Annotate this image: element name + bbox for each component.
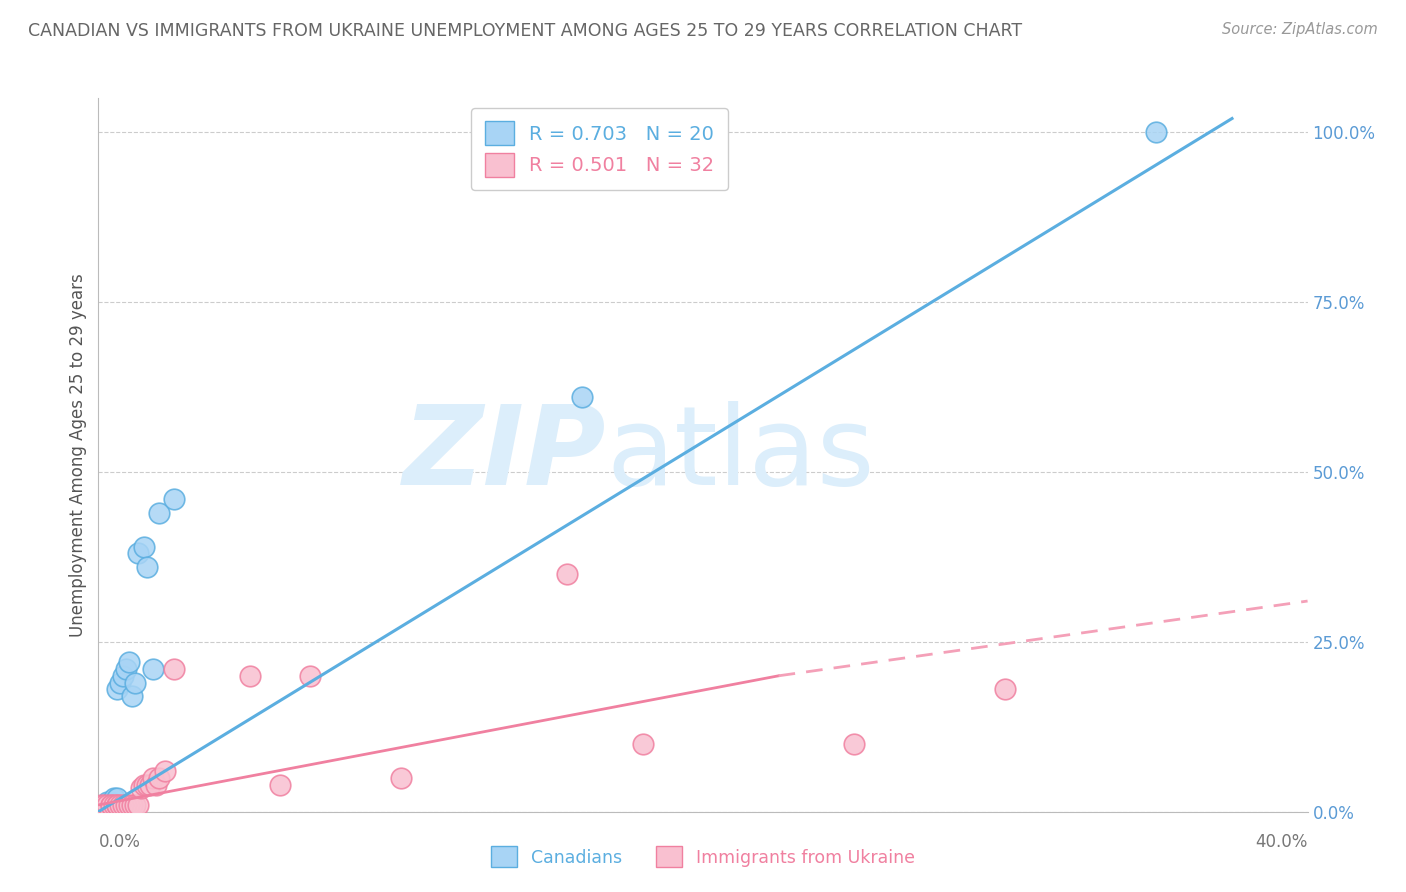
Point bbox=[631, 737, 654, 751]
Point bbox=[96, 797, 118, 812]
Point bbox=[389, 771, 412, 785]
Point bbox=[100, 797, 122, 812]
Point bbox=[105, 797, 128, 812]
Point bbox=[96, 795, 118, 809]
Point bbox=[93, 797, 115, 812]
Point bbox=[100, 797, 122, 812]
Point bbox=[114, 662, 136, 676]
Text: CANADIAN VS IMMIGRANTS FROM UKRAINE UNEMPLOYMENT AMONG AGES 25 TO 29 YEARS CORRE: CANADIAN VS IMMIGRANTS FROM UKRAINE UNEM… bbox=[28, 22, 1022, 40]
Point bbox=[844, 737, 866, 751]
Point bbox=[132, 778, 155, 792]
Point bbox=[135, 778, 157, 792]
Point bbox=[111, 669, 134, 683]
Point bbox=[145, 778, 167, 792]
Point bbox=[124, 797, 146, 812]
Text: 40.0%: 40.0% bbox=[1256, 833, 1308, 851]
Point bbox=[121, 689, 143, 703]
Point bbox=[93, 797, 115, 812]
Point bbox=[142, 662, 165, 676]
Point bbox=[105, 797, 128, 812]
Point bbox=[111, 797, 134, 812]
Legend: Canadians, Immigrants from Ukraine: Canadians, Immigrants from Ukraine bbox=[484, 839, 922, 874]
Text: 0.0%: 0.0% bbox=[98, 833, 141, 851]
Text: atlas: atlas bbox=[606, 401, 875, 508]
Point bbox=[142, 771, 165, 785]
Point bbox=[108, 797, 131, 812]
Point bbox=[121, 797, 143, 812]
Point bbox=[132, 540, 155, 554]
Point bbox=[148, 506, 170, 520]
Point bbox=[994, 682, 1017, 697]
Point bbox=[114, 797, 136, 812]
Point bbox=[1144, 125, 1167, 139]
Point bbox=[555, 566, 578, 581]
Point bbox=[139, 778, 162, 792]
Point bbox=[124, 675, 146, 690]
Point bbox=[153, 764, 176, 778]
Point bbox=[118, 797, 141, 812]
Point bbox=[299, 669, 322, 683]
Point bbox=[129, 780, 152, 795]
Point bbox=[127, 546, 149, 560]
Point bbox=[127, 797, 149, 812]
Text: Source: ZipAtlas.com: Source: ZipAtlas.com bbox=[1222, 22, 1378, 37]
Point bbox=[105, 791, 128, 805]
Point bbox=[103, 791, 125, 805]
Y-axis label: Unemployment Among Ages 25 to 29 years: Unemployment Among Ages 25 to 29 years bbox=[69, 273, 87, 637]
Point bbox=[90, 797, 112, 812]
Point bbox=[105, 682, 128, 697]
Text: ZIP: ZIP bbox=[402, 401, 606, 508]
Point bbox=[163, 492, 186, 507]
Legend: R = 0.703   N = 20, R = 0.501   N = 32: R = 0.703 N = 20, R = 0.501 N = 32 bbox=[471, 108, 728, 190]
Point bbox=[100, 795, 122, 809]
Point bbox=[148, 771, 170, 785]
Point bbox=[571, 390, 593, 404]
Point bbox=[269, 778, 291, 792]
Point bbox=[239, 669, 262, 683]
Point bbox=[103, 797, 125, 812]
Point bbox=[163, 662, 186, 676]
Point bbox=[135, 560, 157, 574]
Point bbox=[108, 675, 131, 690]
Point bbox=[118, 655, 141, 669]
